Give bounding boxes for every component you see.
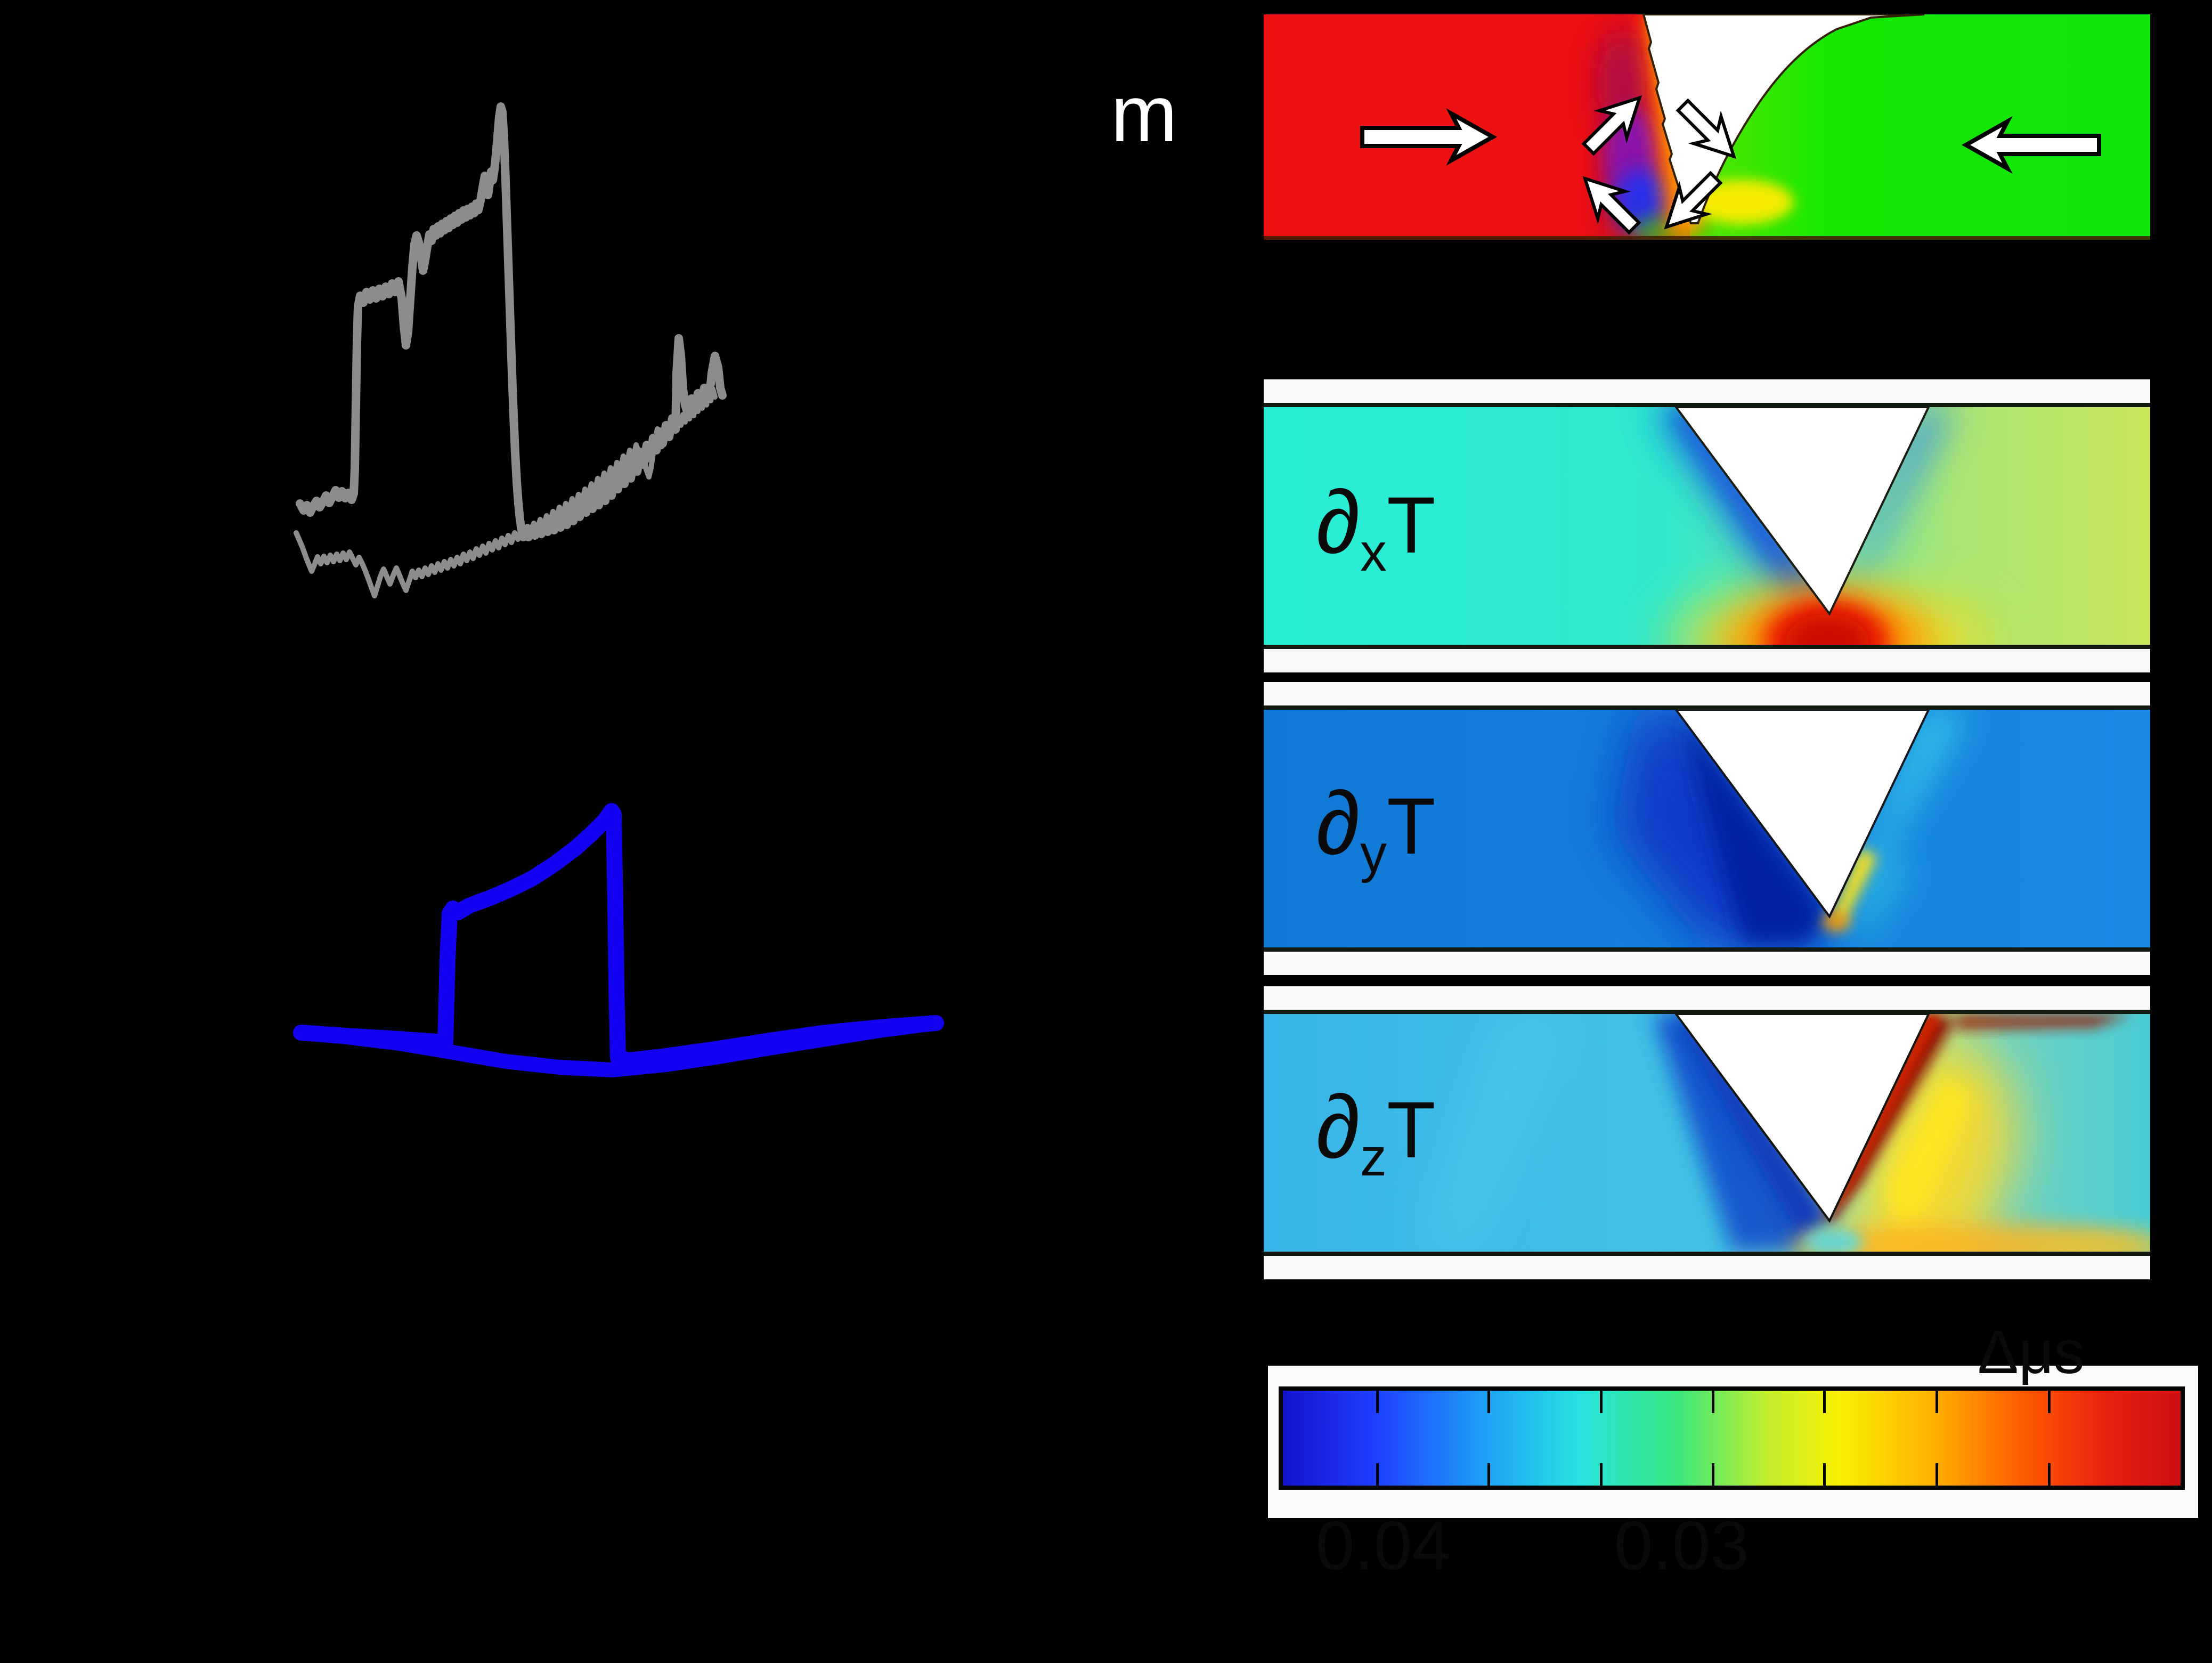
dyT-top-line [1264,705,2150,710]
v-notch-white [1642,14,1925,224]
colorbar-tick [1935,1463,1938,1486]
dxT-top-margin [1264,379,2150,403]
colorbar-tick [1487,1463,1491,1486]
gray-trace-low [294,386,718,598]
dxT-bottom-line [1264,645,2150,649]
colorbar-tick-label-2: 0.03 [1614,1506,1750,1584]
colorbar-tick [1823,1391,1826,1413]
gray-trace-plateau [296,102,727,541]
colorbar-tick [1935,1391,1938,1413]
colorbar-tick [1599,1463,1603,1486]
blue-trace-flat [294,1016,944,1077]
big-left-arrow [1961,116,2101,174]
dzT-top-line [1264,1010,2150,1014]
dyT-label: ∂yT [1316,773,1436,883]
dzT-panel [1264,986,2150,1295]
colorbar-tick [1376,1463,1379,1486]
dzT-label: ∂zT [1316,1076,1436,1187]
dzT-bottom-margin [1264,1256,2150,1279]
colorbar-tick [1823,1463,1826,1486]
dyT-top-margin [1264,682,2150,705]
dzT-bottom-line [1264,1252,2150,1256]
dzT-field [1264,1014,2150,1252]
wall-arrow-upper-right [1676,98,1737,159]
dxT-bottom-margin [1264,649,2150,672]
dyT-bottom-margin [1264,952,2150,975]
colorbar-tick [1487,1391,1491,1413]
dxT-field [1264,407,2150,645]
m-panel-label: m [1111,69,1177,158]
dyT-panel [1264,682,2150,991]
colorbar-tick [1599,1391,1603,1413]
dxT-top-line [1264,403,2150,407]
magnetization-arrows [1360,95,2101,235]
m-panel-bottom-line [1264,236,2150,240]
dyT-bottom-line [1264,947,2150,952]
dxT-panel [1264,379,2150,688]
wall-arrow-lower-left [1582,176,1641,235]
colorbar-tick-label-1: 0.04 [1316,1506,1451,1584]
colorbar-tick [1376,1391,1379,1413]
colorbar [1279,1386,2185,1490]
wall-arrow-lower-right [1664,171,1723,230]
colorbar-tick [2047,1391,2051,1413]
colorbar-tick [1712,1391,1715,1413]
dyT-field [1264,710,2150,947]
dxT-label: ∂xT [1316,472,1436,582]
big-right-arrow [1360,108,1498,166]
dzT-top-margin [1264,986,2150,1010]
notch-yellow-band [1693,180,1794,224]
magnetization-panel [1264,14,2150,240]
blue-trace-pulse [293,803,944,1068]
colorbar-block: Δμs 0.04 0.03 [1268,1322,2198,1580]
colorbar-tick [2047,1463,2051,1486]
wall-arrow-upper-left [1581,95,1642,156]
colorbar-tick [1712,1463,1715,1486]
colorbar-top-label-partial: Δμs [1978,1318,2085,1386]
